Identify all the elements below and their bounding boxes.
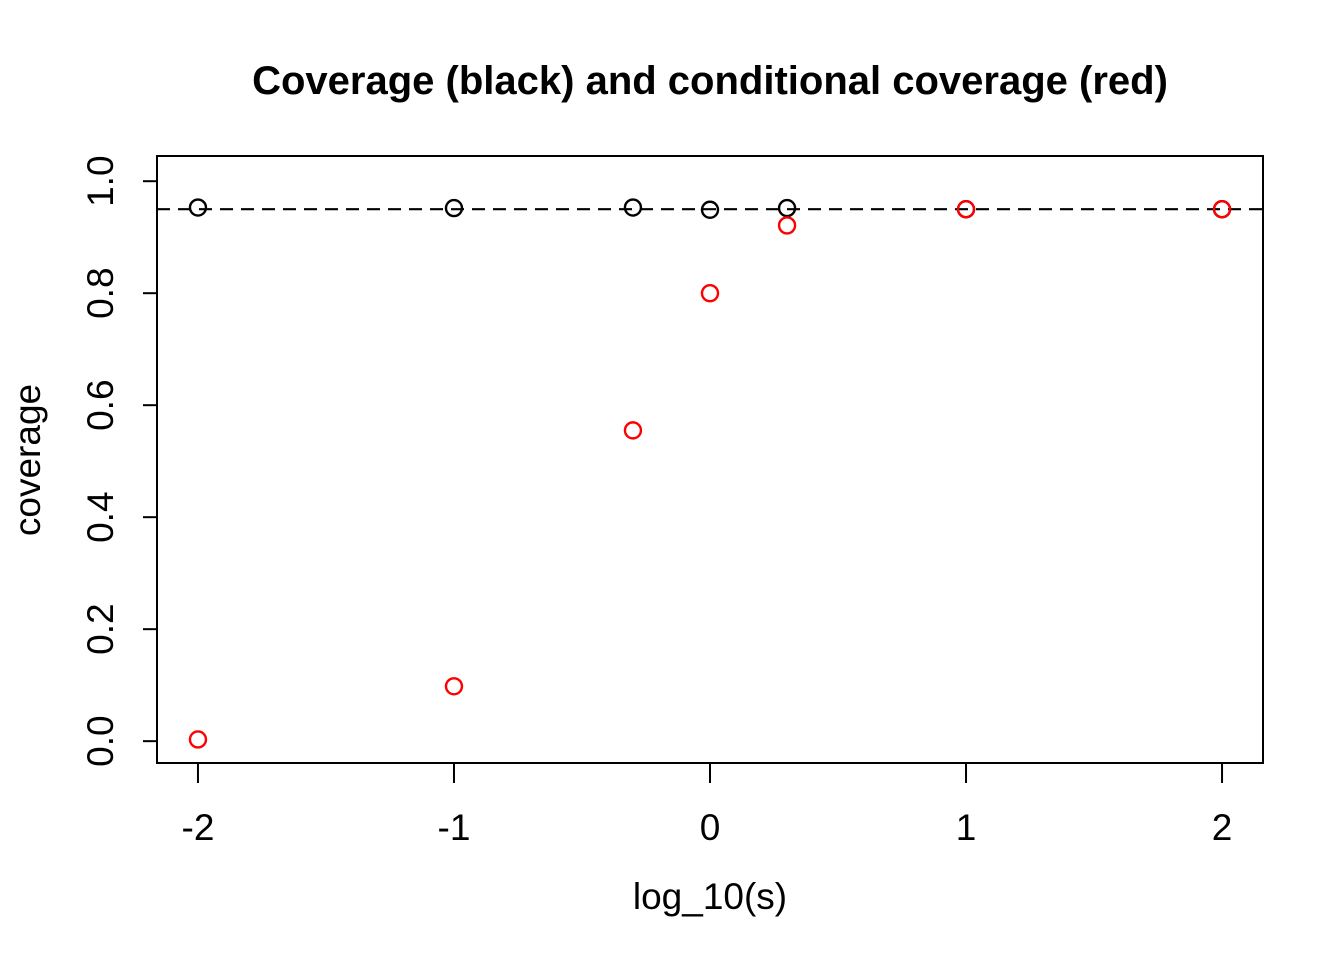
x-tick-label: 0 xyxy=(700,807,721,848)
x-axis-title: log_10(s) xyxy=(633,876,787,917)
data-point-coverage xyxy=(623,198,643,217)
data-point-conditional-coverage xyxy=(188,730,208,749)
data-point-conditional-coverage xyxy=(956,199,976,219)
y-tick-label: 0.2 xyxy=(80,603,121,654)
data-points-layer xyxy=(188,198,1232,749)
axes-layer: -2 -1 0 1 2 0.0 0.2 0.4 0.6 0.8 1.0 xyxy=(80,155,1263,848)
y-tick-label: 0.0 xyxy=(80,715,121,766)
y-tick-label: 0.6 xyxy=(80,379,121,430)
data-point-coverage xyxy=(188,198,208,217)
data-point-conditional-coverage xyxy=(777,216,797,235)
y-tick-label: 1.0 xyxy=(80,155,121,206)
x-tick-label: -2 xyxy=(182,807,215,848)
data-point-coverage xyxy=(700,200,720,219)
y-axis-title: coverage xyxy=(7,384,48,536)
x-tick-label: -1 xyxy=(438,807,471,848)
x-tick-label: 2 xyxy=(1212,807,1233,848)
data-point-conditional-coverage xyxy=(1212,199,1232,219)
data-point-conditional-coverage xyxy=(444,677,464,696)
data-point-coverage xyxy=(777,198,797,218)
plot-title: Coverage (black) and conditional coverag… xyxy=(252,59,1168,103)
x-tick-label: 1 xyxy=(956,807,977,848)
plot-box xyxy=(156,155,1264,764)
data-point-conditional-coverage xyxy=(700,283,720,303)
data-point-coverage xyxy=(444,198,464,218)
y-tick-label: 0.8 xyxy=(80,267,121,318)
y-tick-label: 0.4 xyxy=(80,491,121,542)
data-point-conditional-coverage xyxy=(623,421,643,440)
